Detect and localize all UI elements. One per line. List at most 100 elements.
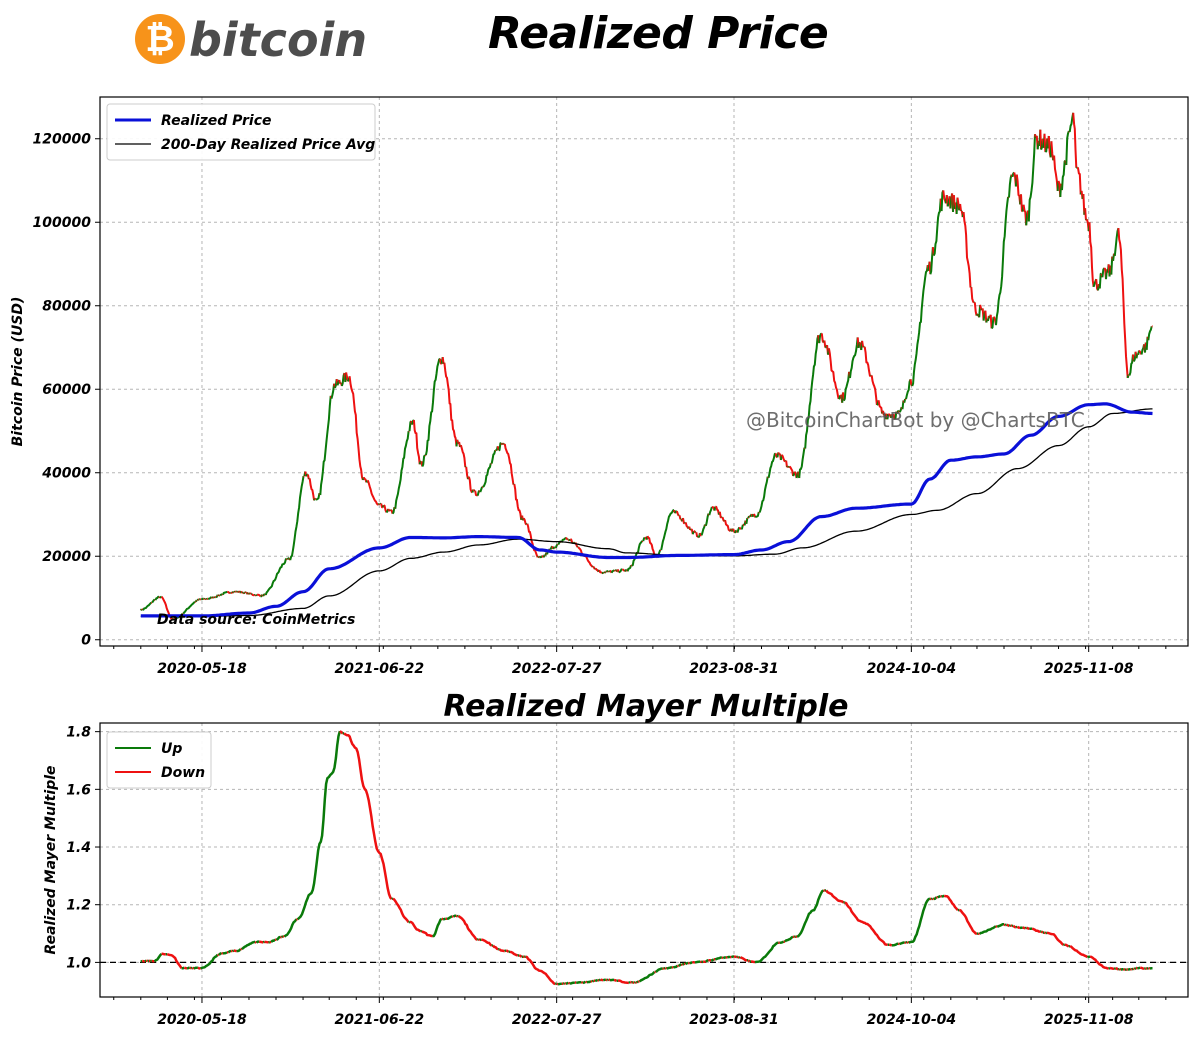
btc-price-down-segment (861, 340, 865, 348)
btc-price-up-segment (204, 597, 207, 601)
mayer-multiple-down-segment (1016, 925, 1021, 930)
mayer-multiple-up-segment (443, 917, 447, 921)
mayer-multiple-up-segment (186, 966, 191, 970)
btc-price-up-segment (1128, 354, 1134, 376)
mayer-multiple-up-segment (452, 914, 457, 918)
btc-price-down-segment (380, 503, 384, 509)
mayer-multiple-up-segment (730, 955, 735, 959)
btc-price-up-segment (568, 538, 572, 542)
x-tick-label: 2021-06-22 (335, 661, 425, 677)
mayer-multiple-up-segment (666, 965, 673, 970)
btc-price-down-segment (877, 400, 884, 414)
mayer-multiple-up-segment (891, 942, 899, 947)
avg-200d-line (140, 408, 1153, 618)
bottom-chart-title: Realized Mayer Multiple (443, 689, 848, 724)
btc-price-down-segment (1088, 222, 1095, 288)
mayer-multiple-down-segment (1043, 931, 1047, 935)
mayer-multiple-down-segment (1003, 923, 1007, 927)
btc-price-up-segment (264, 557, 288, 596)
x-tick-label: 2024-10-04 (867, 1012, 957, 1028)
btc-price-up-segment (631, 551, 639, 567)
btc-price-up-segment (560, 536, 567, 543)
mayer-multiple-up-segment (663, 966, 666, 970)
legend-label: 200-Day Realized Price Avg (161, 137, 375, 153)
mayer-multiple-up-segment (446, 915, 453, 921)
btc-price-up-segment (932, 198, 942, 256)
btc-price-down-segment (959, 203, 962, 212)
mayer-multiple-down-segment (995, 924, 998, 928)
y-tick-label: 0 (81, 633, 91, 649)
mayer-multiple-down-segment (191, 966, 195, 970)
btc-price-up-segment (1027, 134, 1036, 222)
btc-price-down-segment (724, 519, 732, 532)
mayer-multiple-down-segment (737, 955, 741, 959)
btc-price-up-segment (194, 599, 198, 603)
y-tick-label: 120000 (33, 132, 92, 148)
btc-price-up-segment (315, 493, 321, 501)
mayer-multiple-up-segment (153, 952, 163, 963)
mayer-multiple-up-segment (710, 958, 715, 962)
mayer-multiple-up-segment (598, 978, 602, 982)
btc-price-up-segment (601, 571, 605, 575)
mayer-multiple-down-segment (1040, 930, 1044, 934)
mayer-multiple-up-segment (937, 894, 941, 899)
btc-price-down-segment (459, 444, 467, 468)
btc-price-down-segment (256, 593, 262, 598)
logo-wordmark: bitcoin (189, 13, 365, 67)
data-source-note: Data source: CoinMetrics (157, 612, 355, 628)
mayer-multiple-down-segment (721, 956, 724, 960)
mayer-multiple-up-segment (628, 980, 631, 984)
mayer-multiple-down-segment (1046, 931, 1065, 946)
mayer-multiple-up-segment (908, 897, 931, 944)
btc-price-up-segment (229, 591, 232, 594)
btc-price-up-segment (618, 568, 623, 574)
mayer-multiple-down-segment (492, 944, 499, 951)
mayer-multiple-down-segment (567, 981, 571, 985)
btc-price-up-segment (995, 196, 1010, 326)
mayer-multiple-down-segment (556, 982, 559, 986)
btc-price-up-segment (482, 463, 492, 488)
btc-price-down-segment (1117, 228, 1129, 378)
mayer-multiple-up-segment (227, 949, 232, 954)
btc-price-down-segment (314, 497, 317, 501)
mayer-multiple-down-segment (392, 897, 410, 924)
btc-price-up-segment (213, 596, 216, 599)
y-tick-label: 80000 (42, 299, 91, 315)
y-tick-label: 60000 (42, 382, 91, 398)
mayer-multiple-up-segment (241, 940, 256, 951)
mayer-multiple-down-segment (1123, 968, 1126, 971)
btc-price-down-segment (565, 537, 569, 541)
mayer-multiple-down-segment (600, 978, 604, 982)
mayer-multiple-down-segment (254, 940, 258, 944)
mayer-multiple-up-segment (200, 953, 219, 970)
x-tick-label: 2025-11-08 (1044, 661, 1134, 677)
btc-price-up-segment (537, 555, 540, 559)
mayer-multiple-down-segment (166, 953, 183, 970)
btc-price-down-segment (234, 590, 237, 593)
btc-price-up-segment (1008, 174, 1013, 198)
mayer-multiple-down-segment (441, 917, 444, 921)
mayer-multiple-down-segment (1109, 966, 1115, 971)
btc-price-down-segment (630, 564, 633, 567)
mayer-multiple-down-segment (585, 980, 588, 984)
mayer-multiple-down-segment (580, 981, 584, 984)
btc-price-up-segment (1061, 159, 1067, 191)
btc-price-up-segment (1098, 272, 1102, 289)
mayer-multiple-up-segment (296, 730, 342, 921)
bitcoin-coin-icon (135, 14, 185, 64)
btc-price-up-segment (838, 394, 842, 400)
btc-price-up-segment (421, 454, 426, 467)
mayer-multiple-up-segment (231, 949, 235, 953)
mayer-multiple-down-segment (844, 901, 888, 947)
mayer-multiple-up-segment (1108, 966, 1111, 970)
y-tick-label: 100000 (33, 215, 92, 231)
btc-price-down-segment (1084, 208, 1087, 221)
mayer-multiple-down-segment (605, 978, 608, 982)
mayer-multiple-up-segment (262, 940, 266, 944)
mayer-multiple-down-segment (943, 894, 959, 912)
mayer-multiple-up-segment (594, 978, 599, 983)
btc-price-down-segment (513, 483, 523, 520)
mayer-multiple-up-segment (236, 948, 242, 953)
mayer-multiple-down-segment (498, 948, 505, 953)
mayer-multiple-up-segment (569, 981, 576, 985)
